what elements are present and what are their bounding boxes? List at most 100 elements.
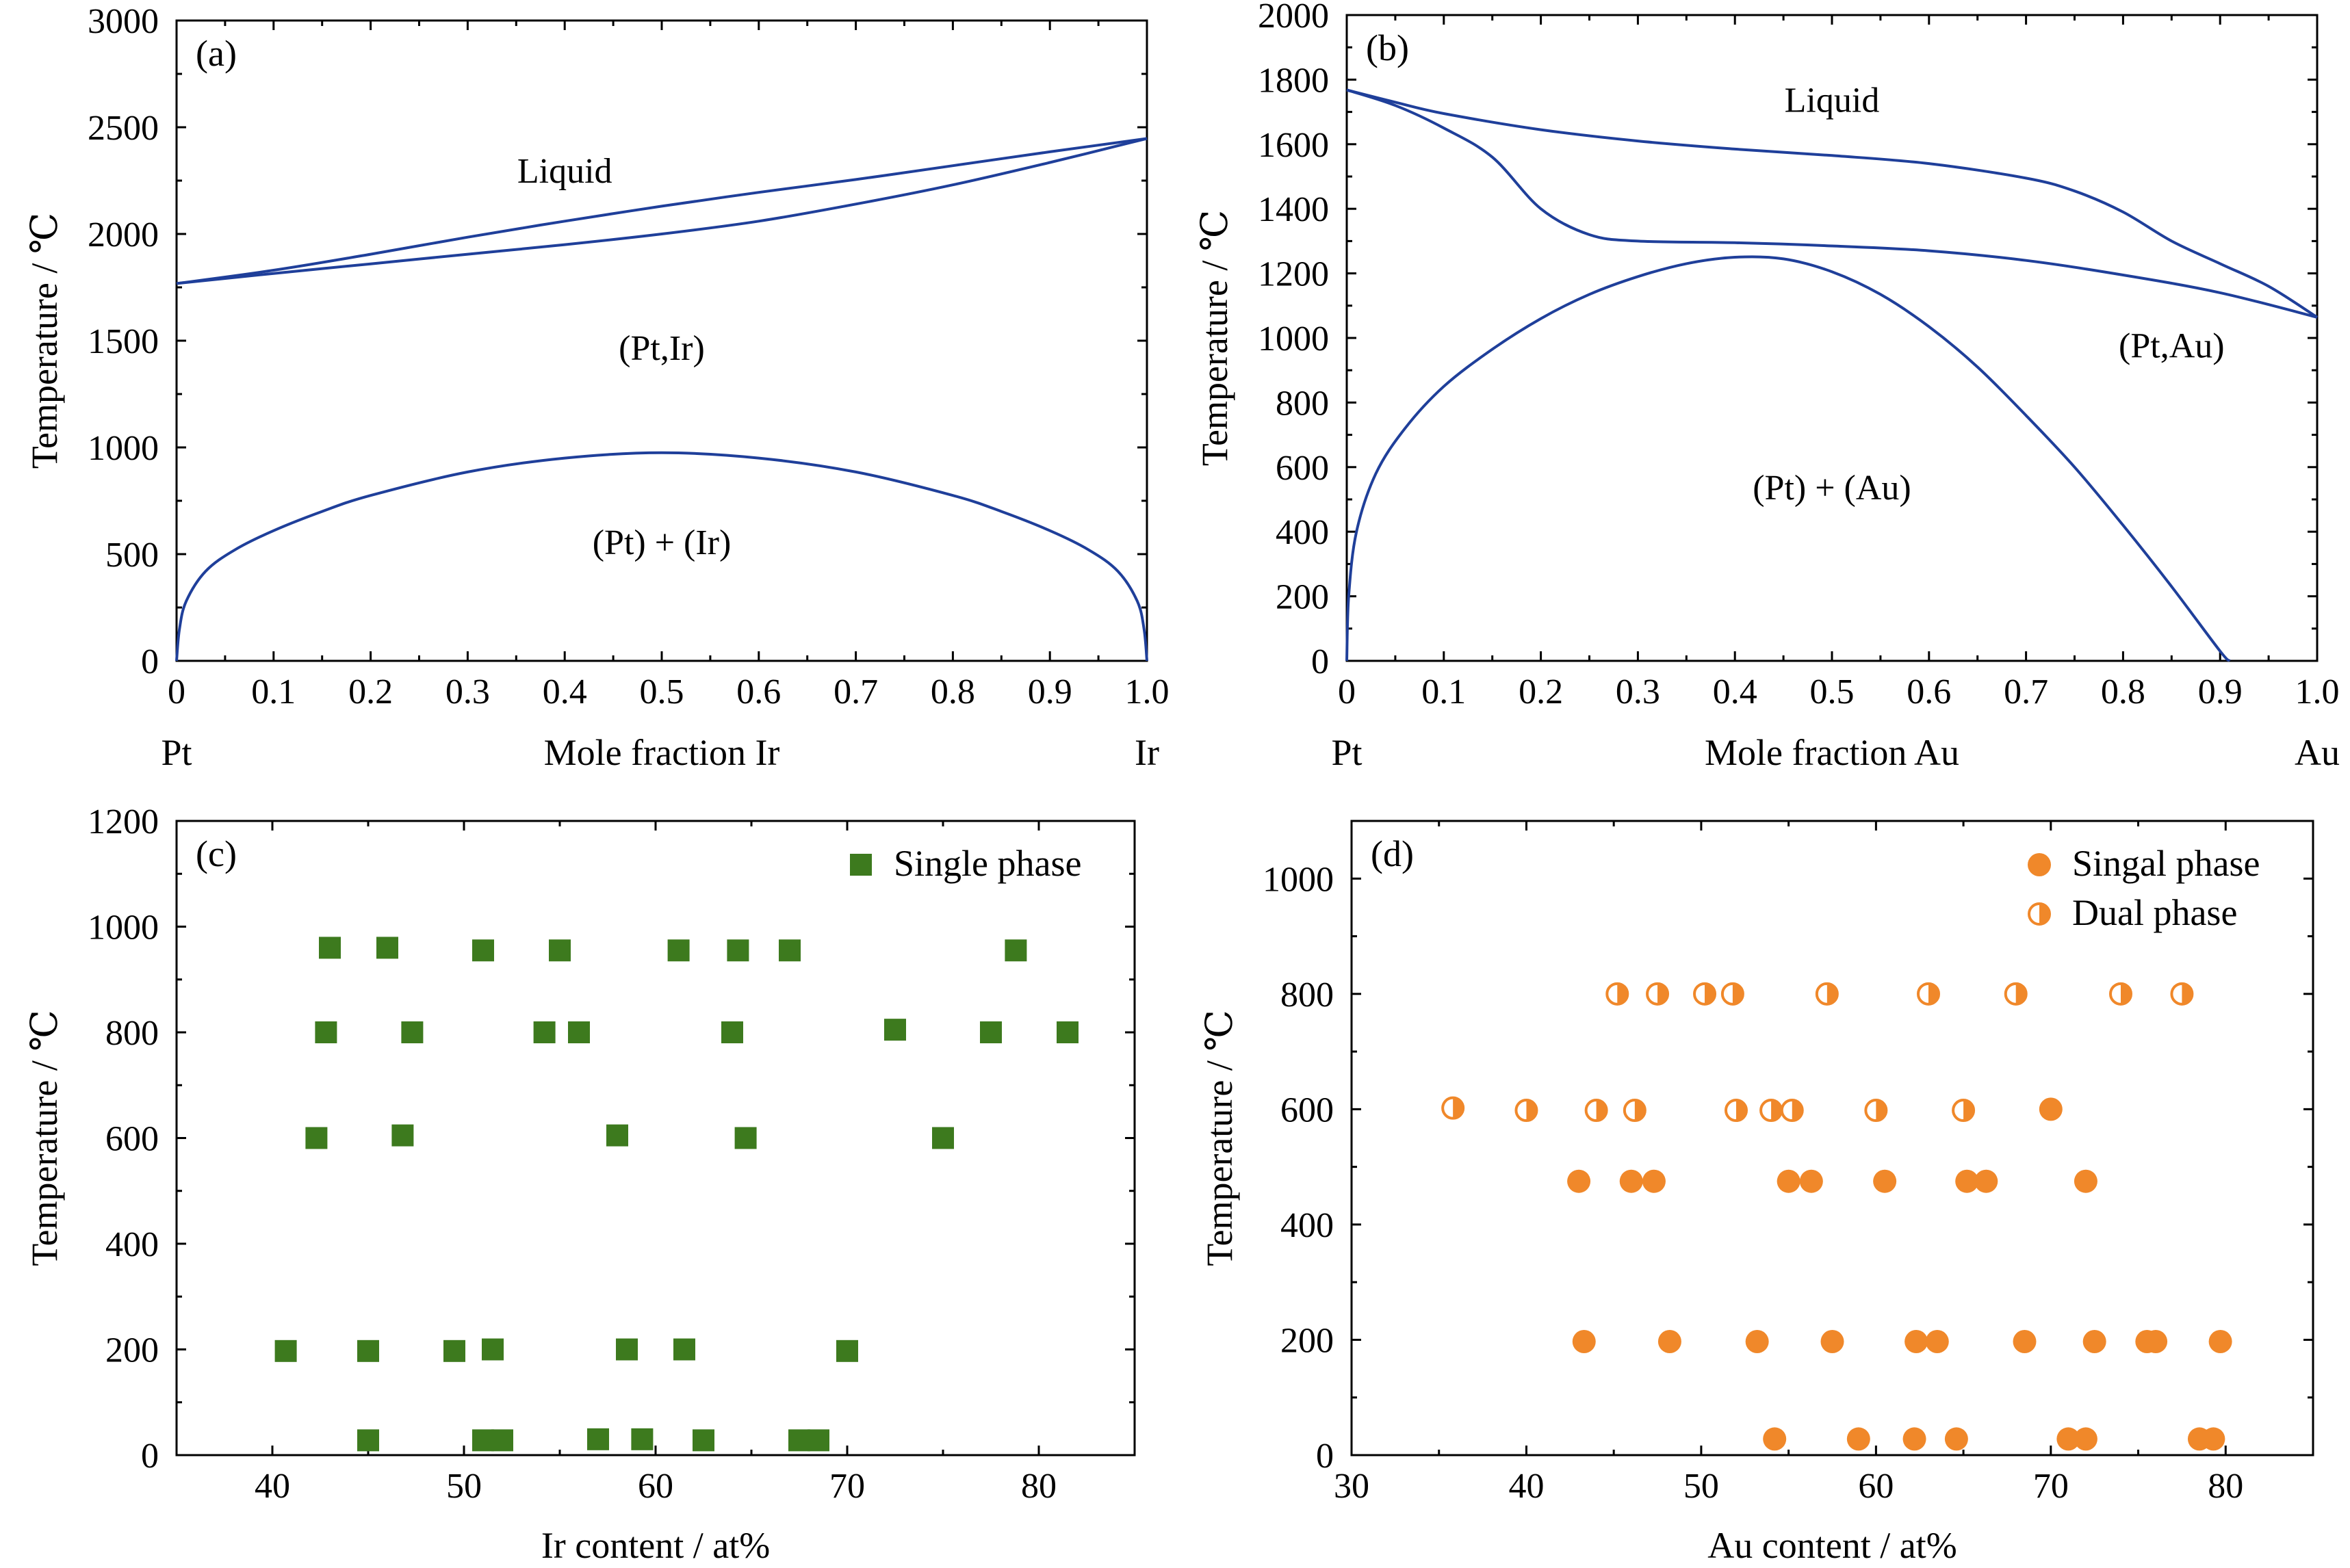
data-point <box>631 1428 654 1450</box>
legend-entry: Dual phase <box>2072 892 2237 933</box>
data-point <box>616 1338 638 1361</box>
y-tick-label: 600 <box>1276 449 1329 488</box>
data-point <box>568 1021 590 1043</box>
data-point <box>2082 1329 2106 1353</box>
y-tick-label: 400 <box>1276 513 1329 552</box>
data-point <box>319 937 341 959</box>
x-tick-label: 70 <box>2033 1467 2069 1506</box>
data-point <box>980 1021 1002 1043</box>
x-tick-label: 0.5 <box>1810 672 1855 711</box>
data-point <box>1904 1329 1928 1353</box>
x-tick-label: 0.3 <box>1616 672 1660 711</box>
data-point <box>808 1429 829 1452</box>
data-point <box>533 1021 556 1043</box>
x-axis: 0 0.1 0.2 0.3 0.4 0.5 0.6 0.7 0.8 0.9 1.0 <box>168 21 1170 711</box>
y-tick-label: 2500 <box>88 109 159 148</box>
data-point <box>1777 1169 1800 1193</box>
legend-entry: Single phase <box>894 843 1081 884</box>
x-tick-label: 0 <box>168 672 185 711</box>
y-tick-label: 0 <box>141 1437 159 1476</box>
data-point <box>549 939 571 962</box>
x-tick-label: 80 <box>1021 1467 1057 1506</box>
series-single-phase <box>274 937 1079 1452</box>
data-point <box>606 1124 628 1147</box>
data-point <box>2170 982 2194 1006</box>
x-tick-label: 0.9 <box>1028 672 1072 711</box>
data-point <box>376 937 398 959</box>
data-point <box>2144 1329 2168 1353</box>
y-tick-label: 600 <box>1280 1090 1334 1129</box>
y-tick-label: 200 <box>1280 1321 1334 1360</box>
data-point <box>1846 1427 1870 1451</box>
x-tick-label: 0.4 <box>543 672 587 711</box>
series-singal-phase <box>1567 1097 2232 1451</box>
x-tick-label: 70 <box>829 1467 865 1506</box>
data-point <box>1725 1099 1748 1123</box>
panel-label: (b) <box>1366 27 1409 68</box>
x-tick-label: 0.4 <box>1713 672 1757 711</box>
y-axis-label: Temperature / ℃ <box>1199 1010 1240 1266</box>
data-point <box>2208 1329 2232 1353</box>
x-tick-label: 80 <box>2208 1467 2243 1506</box>
y-tick-label: 1600 <box>1258 126 1329 165</box>
data-point <box>727 939 749 962</box>
data-point <box>1820 1329 1844 1353</box>
panel-label: (a) <box>196 33 237 74</box>
x-tick-label: 1.0 <box>1125 672 1170 711</box>
x-tick-label: 0.2 <box>1519 672 1563 711</box>
data-point <box>443 1340 465 1362</box>
y-tick-label: 400 <box>105 1225 159 1264</box>
y-tick-label: 1500 <box>88 322 159 361</box>
y-tick-label: 1000 <box>88 909 159 948</box>
y-axis-label: Temperature / ℃ <box>1194 210 1235 466</box>
panel-label: (d) <box>1371 833 1414 874</box>
x-tick-label: 0.5 <box>640 672 684 711</box>
x-tick-label: 0.7 <box>2004 672 2048 711</box>
phase-boundary-liquidus <box>176 137 1148 285</box>
data-point <box>357 1429 379 1452</box>
x-tick-label: 0.6 <box>1907 672 1951 711</box>
x-tick-label: 0.6 <box>736 672 781 711</box>
data-point <box>1864 1099 1888 1123</box>
y-tick-label: 800 <box>1276 384 1329 423</box>
end-label-left: Pt <box>1331 732 1362 773</box>
end-label-right: Ir <box>1135 732 1159 773</box>
phase-label: Liquid <box>517 152 612 191</box>
x-axis: 0 0.1 0.2 0.3 0.4 0.5 0.6 0.7 0.8 0.9 1.0 <box>1338 15 2340 711</box>
data-point <box>1623 1099 1647 1123</box>
x-axis-label: Mole fraction Au <box>1705 732 1959 773</box>
x-tick-label: 60 <box>1858 1467 1894 1506</box>
data-point <box>1780 1099 1804 1123</box>
data-point <box>1657 1329 1681 1353</box>
data-point <box>1693 982 1717 1006</box>
y-tick-label: 200 <box>1276 578 1329 617</box>
data-point <box>667 939 690 962</box>
legend-marker <box>850 854 872 876</box>
x-tick-label: 0.7 <box>834 672 878 711</box>
data-point <box>1974 1169 1998 1193</box>
panel-b: 0 0.1 0.2 0.3 0.4 0.5 0.6 0.7 0.8 0.9 1.0 0 200 400 60… <box>1194 0 2340 773</box>
data-point <box>1567 1169 1591 1193</box>
x-tick-label: 60 <box>638 1467 673 1506</box>
x-tick-label: 0.9 <box>2198 672 2243 711</box>
data-point <box>1005 939 1027 962</box>
phase-label: (Pt,Au) <box>2119 326 2225 365</box>
end-label-right: Au <box>2295 732 2340 773</box>
y-tick-label: 400 <box>1280 1206 1334 1245</box>
y-tick-label: 2000 <box>1258 0 1329 36</box>
y-tick-label: 200 <box>105 1331 159 1370</box>
x-tick-label: 50 <box>1683 1467 1719 1506</box>
phase-label: (Pt) + (Ir) <box>593 523 732 562</box>
data-point <box>315 1021 337 1043</box>
x-axis-label: Ir content / at% <box>541 1525 770 1566</box>
phase-label: (Pt) + (Au) <box>1753 469 1911 508</box>
y-tick-label: 2000 <box>88 215 159 254</box>
phase-boundary-liquidus <box>1346 88 2319 319</box>
data-point <box>788 1429 810 1452</box>
data-point <box>693 1429 714 1452</box>
x-axis-label: Au content / at% <box>1707 1525 1957 1566</box>
panel-a: 0 0.1 0.2 0.3 0.4 0.5 0.6 0.7 0.8 0.9 1.0 0 500 1000 1… <box>24 2 1170 773</box>
x-tick-label: 0.8 <box>2101 672 2145 711</box>
data-point <box>1763 1427 1787 1451</box>
